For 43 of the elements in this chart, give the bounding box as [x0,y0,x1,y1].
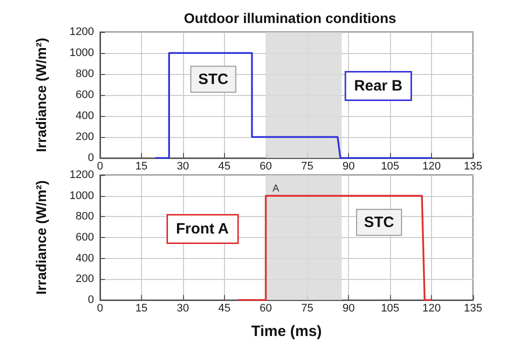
text: Front A [176,220,229,238]
y-tick-label: 800 [76,210,94,223]
band-label: A [272,184,280,194]
x-tick-label: 135 [464,160,482,172]
y-tick-label: 200 [76,131,94,143]
y-tick-label: 600 [76,232,94,244]
y-tick-label: 1000 [70,190,94,202]
x-tick-label: 0 [96,302,104,314]
chart-title: Outdoor illumination conditions [184,10,396,26]
text: Rear B [354,78,403,94]
annotation: STC [198,70,228,88]
y-axis-title: Irradiance (W/m²) [33,180,49,295]
x-tick-label: 60 [260,160,272,172]
x-tick-label: 75 [301,160,314,172]
x-tick-label: 0 [96,160,104,172]
y-tick-label: 1200 [70,169,94,181]
y-tick-label: 1200 [70,26,94,38]
x-tick-label: 45 [218,160,230,172]
x-tick-label: 15 [135,302,148,314]
y-tick-label: 400 [76,252,94,264]
y-tick-label: 800 [76,68,94,80]
x-tick-label: 45 [218,302,230,314]
y-axis-title: Irradiance (W/m²) [33,38,49,152]
x-tick-label: 75 [301,302,314,314]
x-tick-label: 90 [342,302,355,314]
x-tick-label: 135 [464,302,482,314]
x-tick-label: 105 [380,160,400,172]
x-tick-label: 15 [135,160,148,172]
y-tick-label: 0 [88,294,94,306]
y-tick-label: 200 [76,273,94,286]
x-tick-label: 90 [342,160,355,172]
annotation: STC [364,214,394,231]
x-tick-label: 120 [422,302,441,314]
y-tick-label: 1000 [70,47,94,59]
x-tick-label: 30 [176,302,190,314]
y-tick-label: 400 [76,110,94,122]
x-tick-label: 120 [422,160,441,172]
x-tick-label: 105 [380,302,400,314]
x-axis-title: Time (ms) [251,323,322,340]
y-tick-label: 0 [88,152,94,164]
x-tick-label: 60 [260,302,272,314]
y-tick-label: 600 [76,89,94,101]
x-tick-label: 30 [176,160,190,172]
